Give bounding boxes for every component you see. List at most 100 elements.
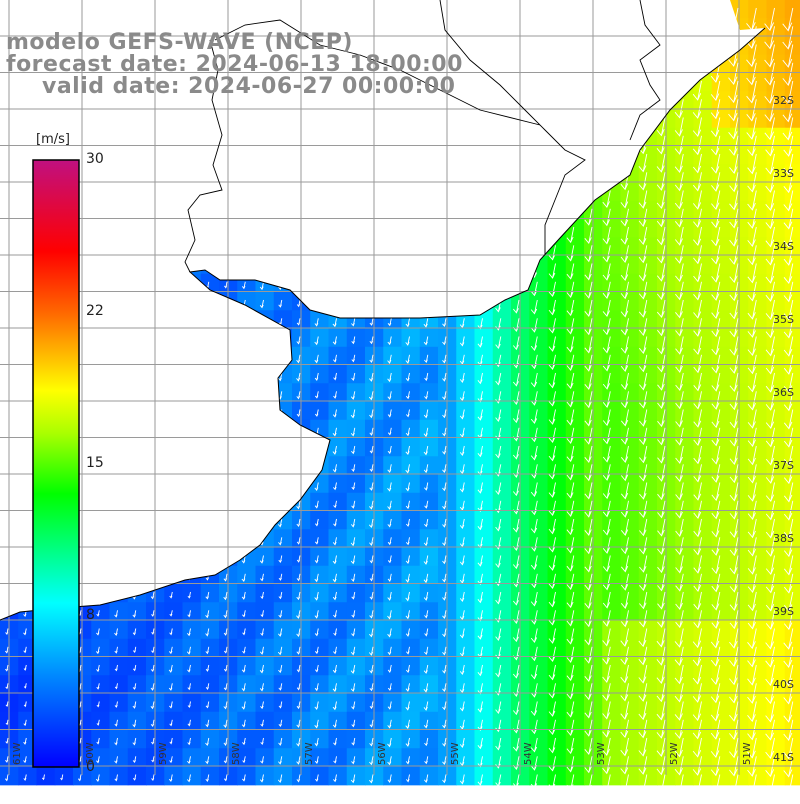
wind-speed-cell: [693, 584, 713, 603]
wind-arrow: [442, 774, 447, 784]
wind-arrow: [602, 464, 611, 481]
wind-arrow: [548, 263, 556, 279]
wind-speed-cell: [346, 383, 366, 403]
wind-speed-cell: [675, 766, 695, 786]
wind-speed-cell: [638, 565, 658, 585]
wind-arrow: [423, 591, 429, 601]
wind-arrow: [406, 646, 410, 655]
wind-speed-cell: [474, 766, 494, 786]
wind-speed-cell: [693, 474, 713, 494]
wind-speed-cell: [711, 237, 731, 257]
colorbar-tick-22: 22: [86, 303, 104, 319]
wind-arrow: [674, 664, 684, 685]
wind-arrow: [369, 445, 374, 454]
lon-label-56w: 56W: [377, 742, 388, 765]
wind-arrow: [114, 628, 118, 636]
wind-speed-cell: [748, 346, 768, 366]
wind-speed-cell: [346, 419, 366, 439]
wind-speed-cell: [766, 657, 786, 676]
wind-arrow: [278, 683, 283, 691]
wind-arrow: [783, 482, 794, 503]
wind-arrow: [566, 610, 575, 627]
wind-arrow: [747, 628, 757, 650]
wind-arrow: [711, 610, 721, 629]
wind-arrow: [405, 500, 410, 510]
wind-arrow: [764, 62, 775, 86]
wind-arrow: [512, 555, 520, 570]
wind-arrow: [693, 208, 702, 228]
wind-arrow: [260, 591, 264, 600]
wind-arrow: [459, 646, 465, 657]
wind-arrow: [387, 573, 392, 582]
wind-arrow: [710, 701, 721, 722]
wind-speed-cell: [346, 766, 366, 786]
wind-speed-cell: [711, 292, 731, 311]
wind-arrow: [387, 683, 392, 692]
wind-arrow: [477, 756, 483, 768]
wind-arrow: [241, 701, 246, 710]
wind-arrow: [477, 719, 483, 731]
wind-arrow: [369, 719, 374, 728]
wind-arrow: [711, 263, 721, 283]
wind-arrow: [351, 336, 356, 345]
wind-speed-cell: [255, 766, 275, 786]
wind-arrow: [477, 464, 483, 476]
wind-arrow: [729, 500, 739, 520]
wind-arrow: [314, 628, 319, 637]
wind-arrow: [442, 391, 447, 401]
wind-arrow: [693, 445, 702, 465]
wind-speed-cell: [675, 383, 695, 403]
wind-speed-cell: [766, 200, 786, 220]
wind-arrow: [387, 737, 392, 748]
wind-speed-cell: [711, 456, 731, 476]
wind-arrow: [674, 737, 684, 758]
wind-arrow: [602, 591, 611, 609]
wind-speed-cell: [219, 766, 238, 786]
wind-arrow: [548, 281, 556, 298]
wind-arrow: [765, 153, 775, 175]
wind-arrow: [584, 500, 593, 518]
wind-speed-cell: [492, 675, 512, 695]
wind-speed-cell: [237, 748, 257, 768]
wind-speed-cell: [255, 711, 275, 731]
wind-arrow: [728, 62, 739, 86]
wind-arrow: [459, 537, 465, 548]
wind-speed-cell: [492, 365, 512, 384]
wind-arrow: [405, 719, 410, 730]
wind-arrow: [387, 628, 392, 638]
wind-arrow: [477, 701, 483, 713]
wind-speed-cell: [0, 766, 19, 786]
wind-speed-cell: [492, 620, 512, 640]
wind-arrow: [747, 555, 757, 575]
wind-arrow: [729, 464, 739, 484]
wind-speed-cell: [620, 730, 640, 749]
wind-arrow: [747, 701, 757, 723]
wind-arrow: [620, 591, 629, 609]
wind-speed-cell: [328, 438, 348, 457]
wind-arrow: [278, 537, 283, 546]
wind-speed-cell: [346, 657, 366, 676]
wind-speed-cell: [456, 438, 476, 457]
wind-speed-cell: [456, 456, 476, 476]
wind-arrow: [442, 646, 447, 656]
wind-arrow: [638, 737, 648, 757]
wind-arrow: [5, 756, 9, 763]
lat-label-39s: 39S: [773, 605, 794, 618]
wind-speed-cell: [638, 438, 658, 457]
wind-arrow: [711, 573, 721, 593]
wind-arrow: [728, 117, 739, 140]
wind-speed-cell: [383, 638, 403, 658]
wind-arrow: [729, 774, 739, 795]
wind-speed-cell: [164, 638, 184, 658]
wind-arrow: [369, 427, 374, 436]
wind-speed-cell: [748, 73, 768, 92]
wind-arrow: [442, 518, 447, 528]
wind-speed-cell: [638, 346, 658, 366]
wind-speed-cell: [383, 511, 403, 530]
wind-arrow: [459, 774, 465, 785]
wind-arrow: [96, 701, 100, 708]
wind-arrow: [711, 591, 721, 611]
wind-speed-cell: [693, 255, 713, 275]
wind-arrow: [332, 318, 337, 328]
wind-arrow: [5, 628, 9, 636]
